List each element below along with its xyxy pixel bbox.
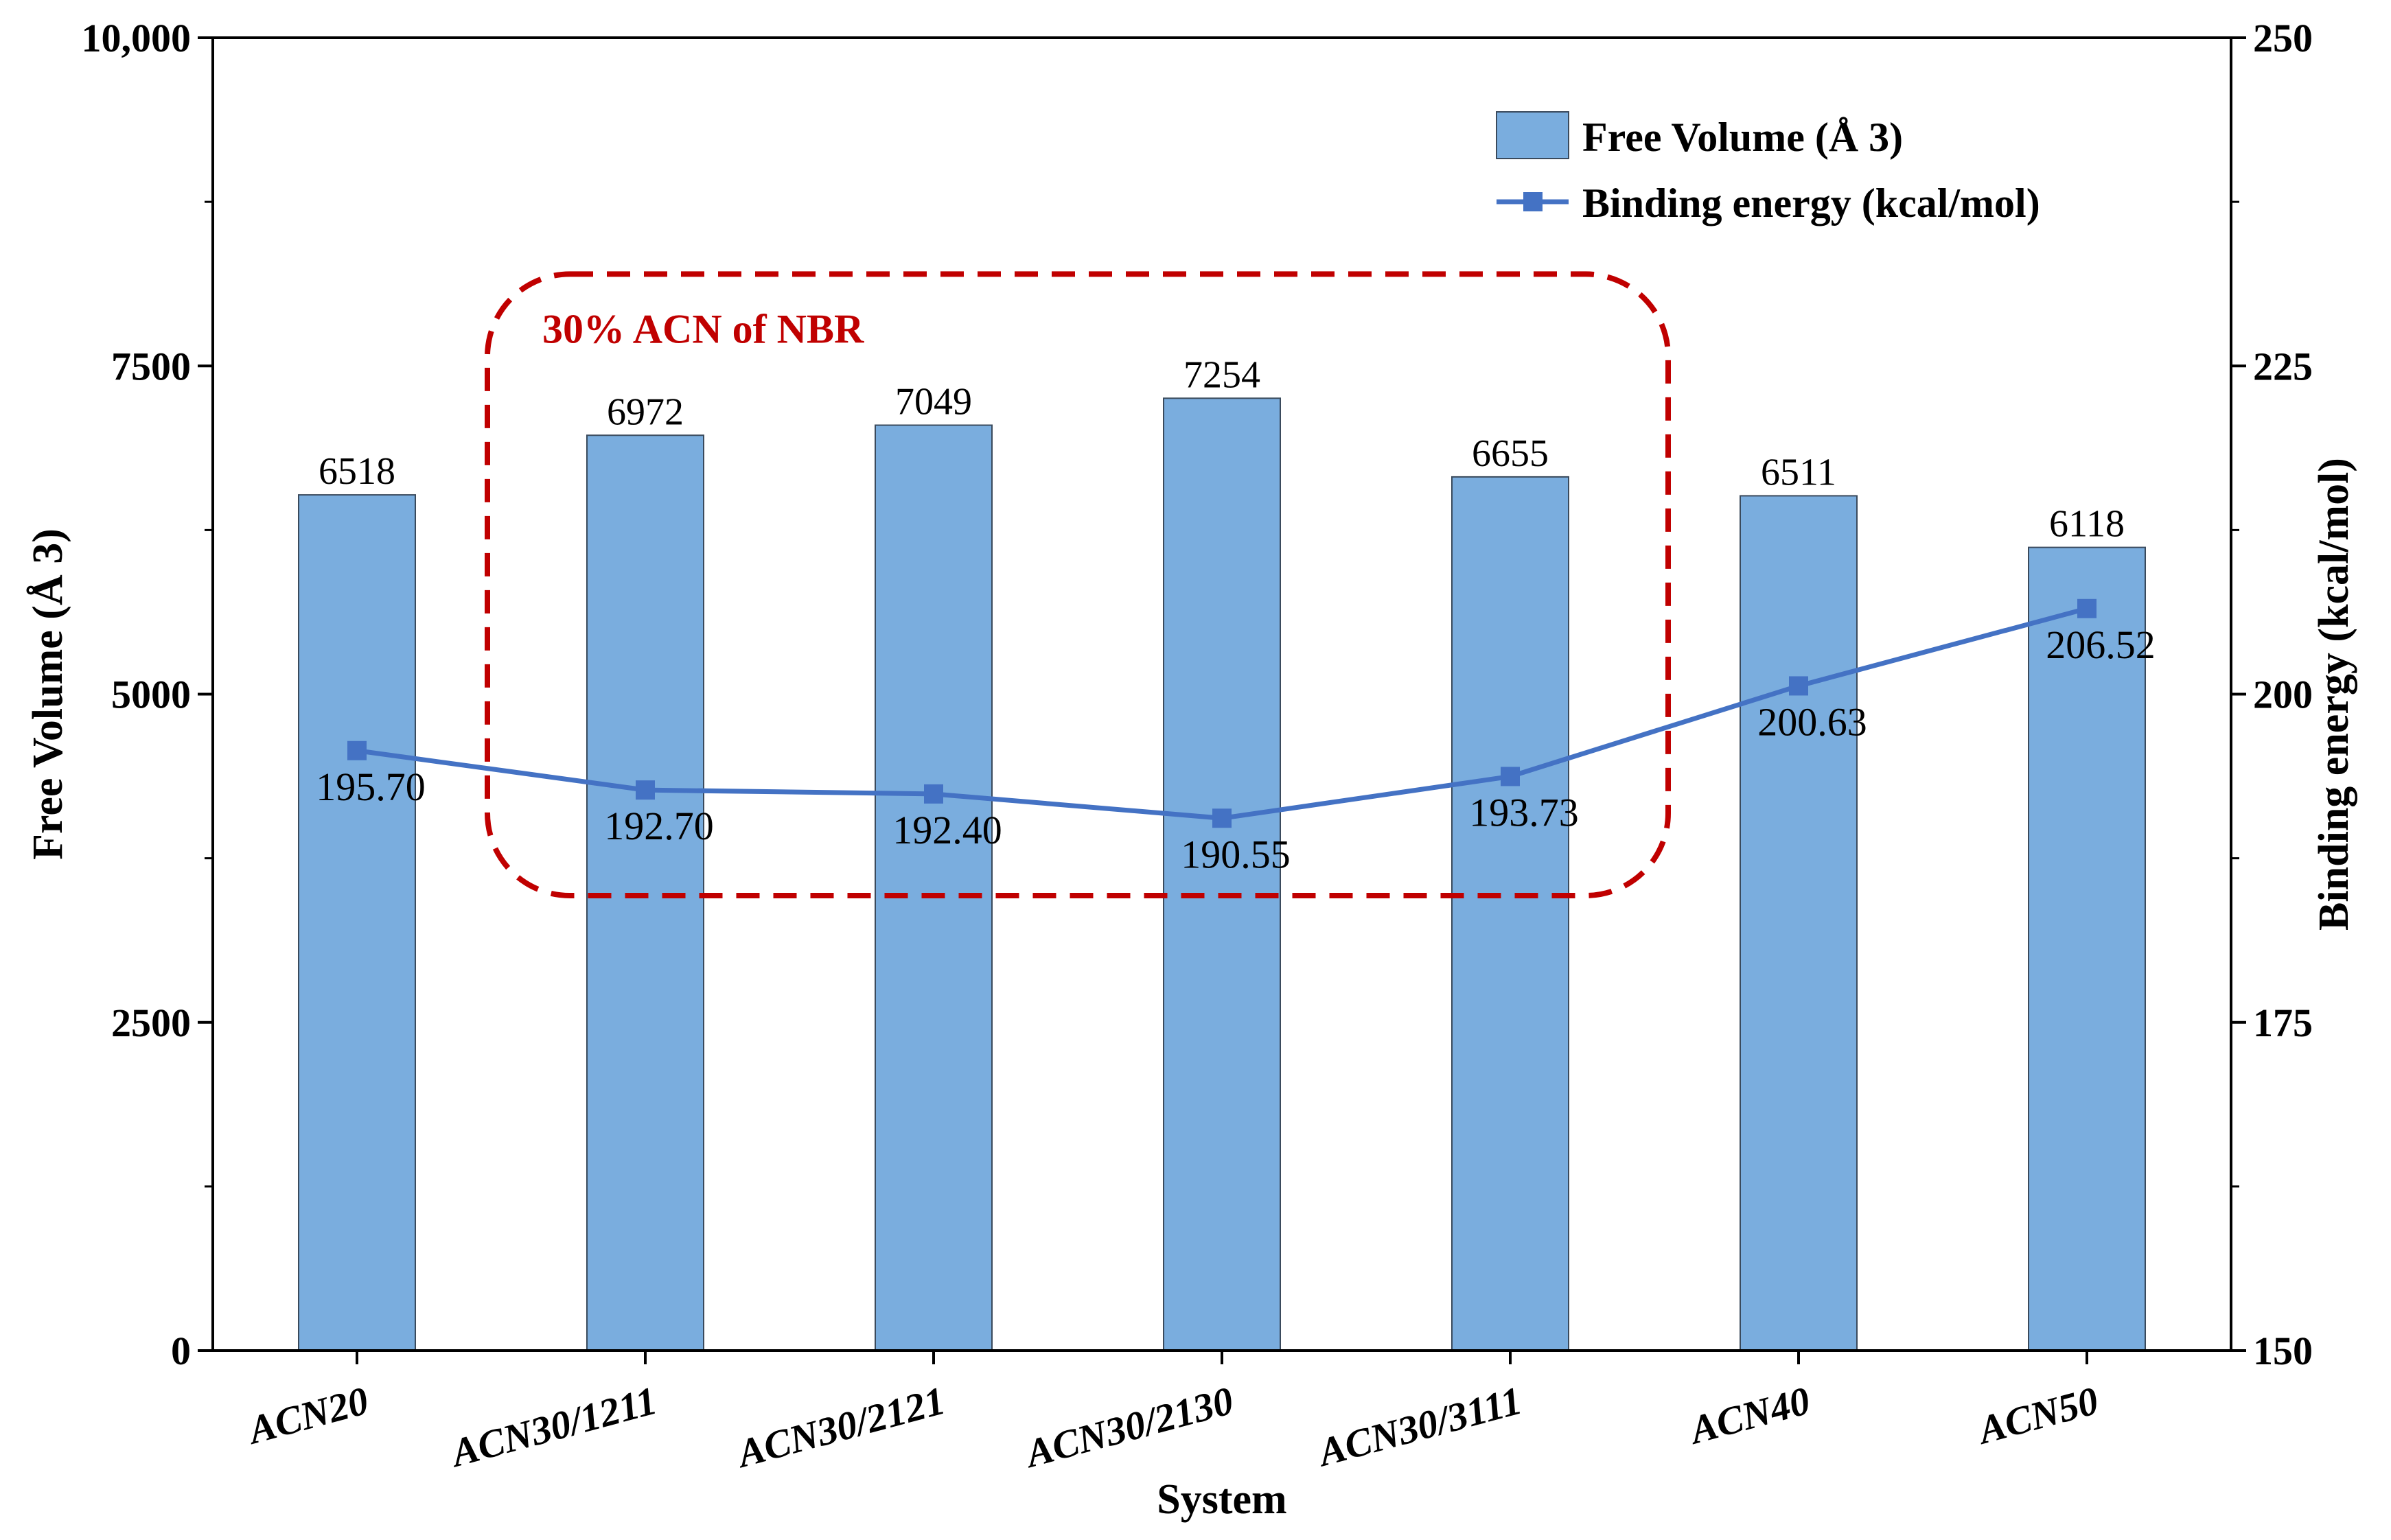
- left-axis-title: Free Volume (Å 3): [25, 528, 71, 860]
- x-tick-label: ACN30/1211: [445, 1378, 661, 1476]
- right-tick-label: 225: [2253, 344, 2313, 388]
- binding-energy-point-5: [1501, 767, 1520, 786]
- annotation-label: 30% ACN of NBR: [542, 306, 864, 351]
- legend-marker-binding-energy: [1523, 192, 1543, 211]
- legend-swatch-free-volume: [1496, 111, 1569, 159]
- x-tick-label: ACN40: [1683, 1378, 1814, 1453]
- x-tick-label: ACN30/3111: [1312, 1378, 1526, 1475]
- right-tick-label: 250: [2253, 16, 2313, 60]
- bar-7: [2028, 546, 2146, 1351]
- bar-value-label: 6118: [2049, 503, 2125, 546]
- binding-energy-point-1: [347, 740, 367, 760]
- x-tick-label: ACN30/2121: [731, 1378, 950, 1477]
- binding-energy-point-7: [2077, 598, 2097, 618]
- annotation-box: [485, 271, 1671, 898]
- x-tick-label: ACN20: [242, 1378, 373, 1453]
- line-value-label: 192.70: [604, 804, 714, 848]
- x-tick-label: ACN50: [1972, 1378, 2103, 1453]
- left-tick-label: 10,000: [82, 16, 192, 60]
- right-tick-label: 150: [2253, 1329, 2313, 1373]
- legend-label-free-volume: Free Volume (Å 3): [1582, 115, 1903, 160]
- legend-label-binding-energy: Binding energy (kcal/mol): [1582, 180, 2040, 226]
- line-value-label: 193.73: [1469, 790, 1579, 835]
- binding-energy-point-3: [924, 784, 943, 804]
- left-tick-label: 0: [171, 1329, 191, 1373]
- bar-value-label: 6511: [1761, 451, 1836, 493]
- binding-energy-point-4: [1212, 808, 1232, 828]
- bar-1: [298, 494, 416, 1352]
- x-tick-label: ACN30/2130: [1019, 1378, 1238, 1477]
- bar-6: [1740, 495, 1858, 1351]
- bar-5: [1451, 476, 1569, 1351]
- bar-3: [875, 424, 993, 1352]
- bar-value-label: 7254: [1183, 353, 1260, 396]
- bar-value-label: 7049: [895, 381, 972, 423]
- line-value-label: 192.40: [892, 808, 1002, 852]
- bar-4: [1163, 397, 1281, 1351]
- line-value-label: 190.55: [1181, 832, 1291, 876]
- left-tick-label: 5000: [111, 673, 191, 717]
- left-tick-label: 7500: [111, 344, 191, 388]
- right-axis-title: Binding energy (kcal/mol): [2311, 458, 2357, 931]
- line-value-label: 195.70: [316, 765, 426, 809]
- left-tick-label: 2500: [111, 1001, 191, 1045]
- bar-value-label: 6518: [319, 450, 395, 493]
- x-axis-title: System: [1157, 1476, 1286, 1523]
- bar-value-label: 6972: [607, 390, 684, 433]
- line-value-label: 200.63: [1757, 699, 1867, 744]
- bar-value-label: 6655: [1472, 432, 1549, 475]
- binding-energy-point-2: [636, 780, 655, 800]
- line-value-label: 206.52: [2046, 622, 2156, 667]
- right-tick-label: 200: [2253, 673, 2313, 717]
- right-tick-label: 175: [2253, 1001, 2313, 1045]
- binding-energy-point-6: [1789, 676, 1808, 696]
